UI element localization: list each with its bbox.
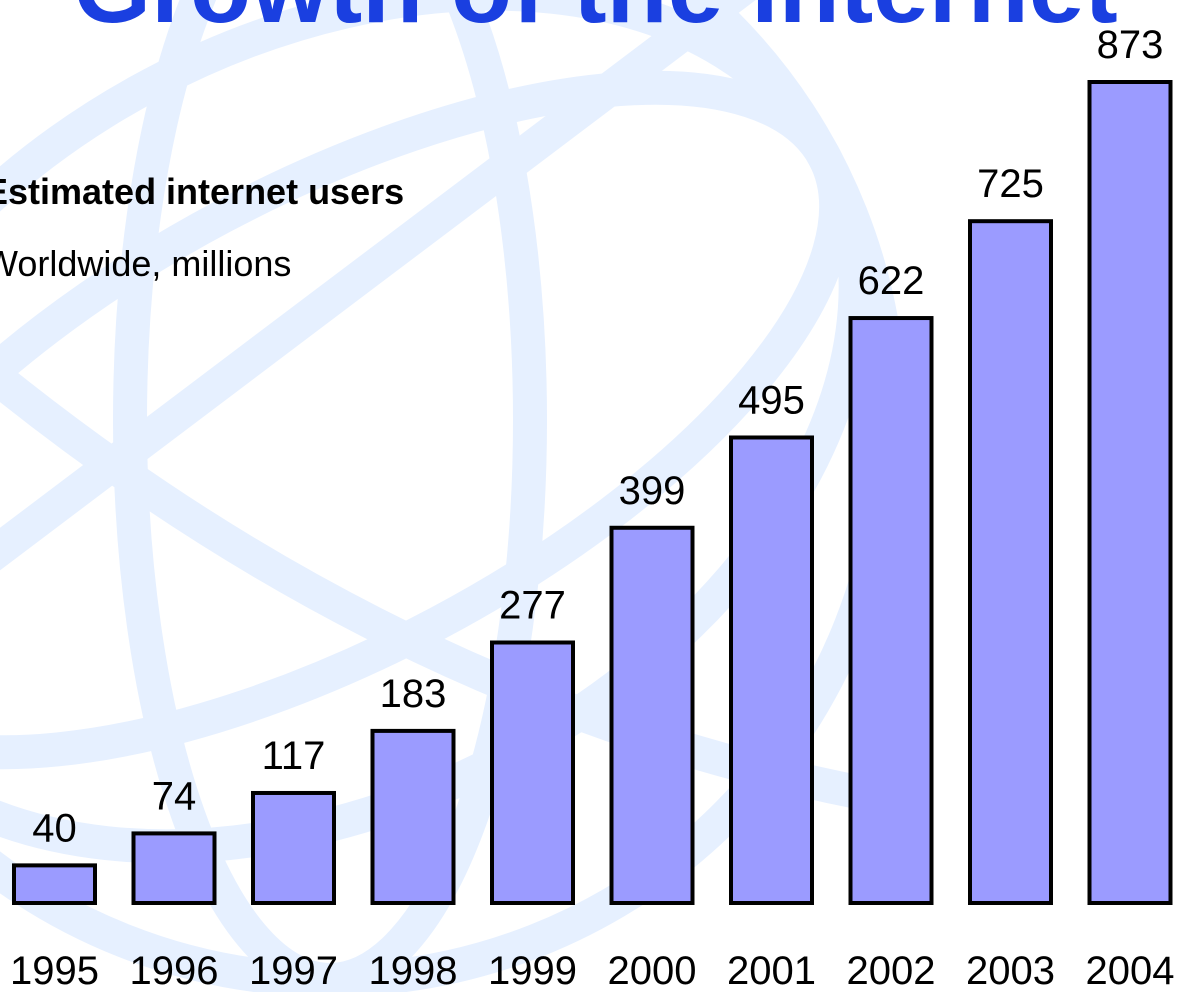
x-tick-label-1998: 1998 bbox=[369, 949, 458, 992]
chart-subtitle: Estimated internet users bbox=[0, 171, 405, 212]
x-tick-label-2003: 2003 bbox=[966, 949, 1055, 992]
x-tick-label-2001: 2001 bbox=[727, 949, 816, 992]
x-tick-label-1999: 1999 bbox=[488, 949, 577, 992]
bar-2003 bbox=[968, 219, 1053, 905]
x-tick-label-2000: 2000 bbox=[608, 949, 697, 992]
data-label-1998: 183 bbox=[380, 672, 447, 716]
x-tick-label-2004: 2004 bbox=[1086, 949, 1175, 992]
data-label-1999: 277 bbox=[499, 583, 566, 627]
data-label-2001: 495 bbox=[738, 378, 805, 422]
bar-2002 bbox=[848, 316, 934, 905]
chart-subtitle-units: Worldwide, millions bbox=[0, 243, 292, 284]
bar-1995 bbox=[12, 863, 97, 905]
data-label-2002: 622 bbox=[858, 259, 925, 303]
bar-2000 bbox=[609, 525, 695, 905]
data-label-2003: 725 bbox=[977, 162, 1044, 206]
data-label-2004: 873 bbox=[1097, 23, 1164, 67]
x-tick-label-1995: 1995 bbox=[10, 949, 99, 992]
chart-title: Growth of the internet bbox=[0, 0, 1191, 38]
bar-1997 bbox=[251, 790, 336, 905]
bar-1999 bbox=[490, 640, 575, 906]
x-tick-label-1997: 1997 bbox=[249, 949, 338, 992]
x-tick-label-2002: 2002 bbox=[847, 949, 936, 992]
bar-2001 bbox=[729, 435, 814, 905]
x-tick-label-1996: 1996 bbox=[130, 949, 219, 992]
data-label-1997: 117 bbox=[262, 734, 326, 778]
bar-2004 bbox=[1087, 80, 1173, 905]
data-label-1995: 40 bbox=[32, 806, 77, 850]
data-label-1996: 74 bbox=[152, 774, 197, 818]
data-label-2000: 399 bbox=[619, 469, 686, 513]
bar-1998 bbox=[370, 728, 456, 905]
bar-1996 bbox=[131, 831, 217, 905]
